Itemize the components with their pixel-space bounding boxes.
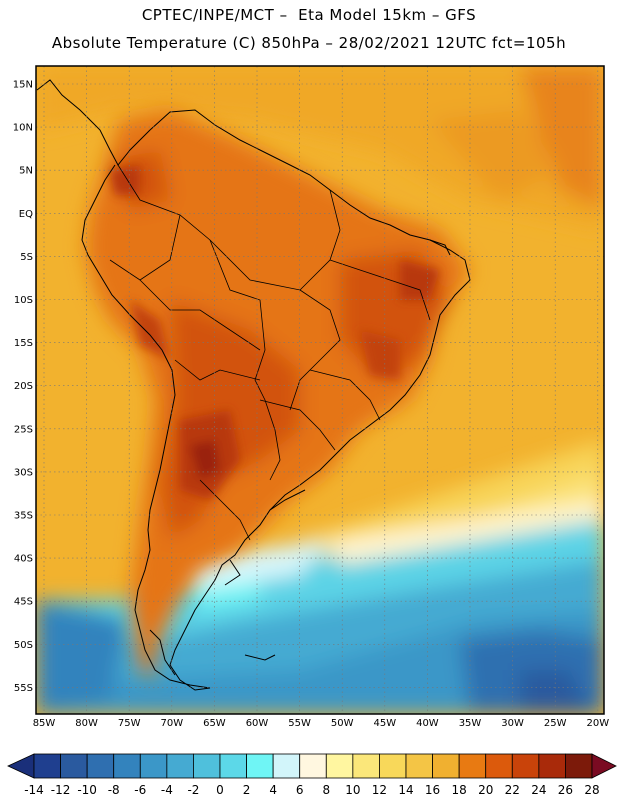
colorbar-left-arrow (7, 753, 35, 779)
lat-label: 30S (14, 467, 33, 478)
colorbar-tick-label: -12 (51, 783, 71, 797)
lon-label: 65W (203, 718, 226, 729)
colorbar-bin (193, 753, 221, 779)
colorbar-tick-label: -4 (161, 783, 173, 797)
lat-label: 20S (14, 381, 33, 392)
colorbar-bin (352, 753, 380, 779)
colorbar-right-arrow (591, 753, 617, 779)
lon-label: 55W (288, 718, 311, 729)
colorbar-bin (485, 753, 513, 779)
colorbar-tick-label: 26 (558, 783, 573, 797)
lon-label: 30W (501, 718, 524, 729)
colorbar-tick-label: 8 (322, 783, 330, 797)
colorbar-tick-label: 24 (531, 783, 546, 797)
colorbar-tick-labels: -14 -12 -10 -8 -6 -4 -2 0 2 4 6 8 10 12 14 16 18 20 22 24 26… (24, 783, 599, 797)
colorbar-tick-label: -10 (77, 783, 97, 797)
colorbar-tick-label: 0 (216, 783, 224, 797)
colorbar-bin (511, 753, 540, 779)
gridlines (36, 66, 604, 714)
colorbar-bin (325, 753, 354, 779)
colorbar-bin (432, 753, 460, 779)
colorbar-bin (272, 753, 301, 779)
lat-label: EQ (19, 209, 33, 220)
lon-label: 70W (160, 718, 183, 729)
colorbar-tick-label: 4 (269, 783, 277, 797)
lon-label: 40W (416, 718, 439, 729)
lat-label: 5S (20, 252, 33, 263)
map-frame (35, 65, 605, 715)
lat-label: 45S (14, 597, 33, 608)
lat-label: 40S (14, 554, 33, 565)
colorbar-tick-label: 2 (243, 783, 251, 797)
coastlines (36, 79, 471, 691)
lat-label: 5N (19, 166, 33, 177)
lon-label: 45W (373, 718, 396, 729)
colorbar-bin (33, 753, 61, 779)
longitude-labels: 85W 80W 75W 70W 65W 60W 55W 50W 45W 40W 35W 30W 25W 2… (33, 718, 610, 729)
temperature-field (36, 66, 604, 714)
lat-label: 50S (14, 640, 33, 651)
lat-label: 25S (14, 424, 33, 435)
lon-label: 80W (75, 718, 98, 729)
colorbar-tick-label: 6 (296, 783, 304, 797)
lon-label: 75W (118, 718, 141, 729)
country-borders (109, 164, 431, 541)
lat-label: 15N (13, 80, 33, 91)
colorbar-tick-label: 20 (478, 783, 493, 797)
colorbar-tick-label: -14 (24, 783, 44, 797)
colorbar-tick-label: -6 (134, 783, 146, 797)
lat-label: 55S (14, 683, 33, 694)
lat-label: 10S (14, 295, 33, 306)
colorbar-bin (405, 753, 433, 779)
lon-label: 60W (246, 718, 269, 729)
colorbar-tick-label: 10 (345, 783, 360, 797)
lon-label: 20W (586, 718, 609, 729)
map-title: CPTEC/INPE/MCT – Eta Model 15km – GFS (141, 6, 477, 24)
colorbar-bin (565, 753, 593, 779)
colorbar-bin (166, 753, 194, 779)
colorbar-bin (458, 753, 487, 779)
lon-label: 50W (331, 718, 354, 729)
colorbar-tick-label: 14 (398, 783, 413, 797)
latitude-labels: 15N 10N 5N EQ 5S 10S 15S 20S 25S 30S 35S 40S 45S 50S 5… (13, 80, 33, 694)
colorbar-bin (379, 753, 407, 779)
lat-label: 35S (14, 511, 33, 522)
colorbar-bin (538, 753, 566, 779)
lat-label: 10N (13, 123, 33, 134)
colorbar-bin (219, 753, 247, 779)
colorbar-bin (246, 753, 274, 779)
colorbar-tick-label: -8 (108, 783, 120, 797)
colorbar-bin (139, 753, 168, 779)
colorbar-bin (86, 753, 115, 779)
colorbar (7, 753, 617, 779)
colorbar-tick-label: 28 (584, 783, 599, 797)
colorbar-tick-label: 12 (372, 783, 387, 797)
map-subtitle: Absolute Temperature (C) 850hPa – 28/02/… (51, 34, 567, 52)
colorbar-bin (299, 753, 327, 779)
colorbar-tick-label: 22 (505, 783, 520, 797)
lon-label: 35W (459, 718, 482, 729)
lon-label: 25W (544, 718, 567, 729)
lat-label: 15S (14, 338, 33, 349)
colorbar-tick-label: 16 (425, 783, 440, 797)
lon-label: 85W (33, 718, 56, 729)
colorbar-bin (60, 753, 88, 779)
colorbar-tick-label: -2 (187, 783, 199, 797)
colorbar-bin (113, 753, 141, 779)
colorbar-tick-label: 18 (452, 783, 467, 797)
